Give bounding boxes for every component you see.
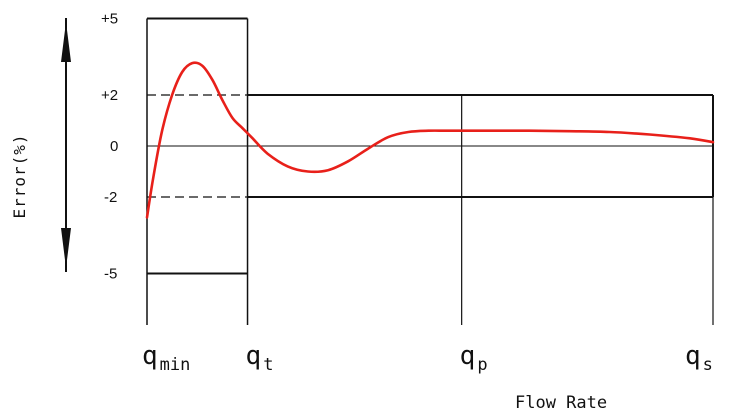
- x-axis-label: Flow Rate: [515, 393, 607, 413]
- y-tick-label: -5: [104, 266, 117, 283]
- error-curve-line: [145, 61, 715, 219]
- y-axis-arrow-top: [61, 22, 71, 62]
- y-tick-label: +2: [101, 87, 118, 104]
- y-axis-arrow-bottom: [61, 228, 71, 268]
- y-tick-label: -2: [104, 189, 117, 206]
- y-tick-label: +5: [101, 11, 118, 28]
- y-tick-label: 0: [110, 138, 118, 155]
- y-axis-label: Error(%): [10, 133, 29, 218]
- x-tick-label-qmin: q min: [142, 341, 190, 375]
